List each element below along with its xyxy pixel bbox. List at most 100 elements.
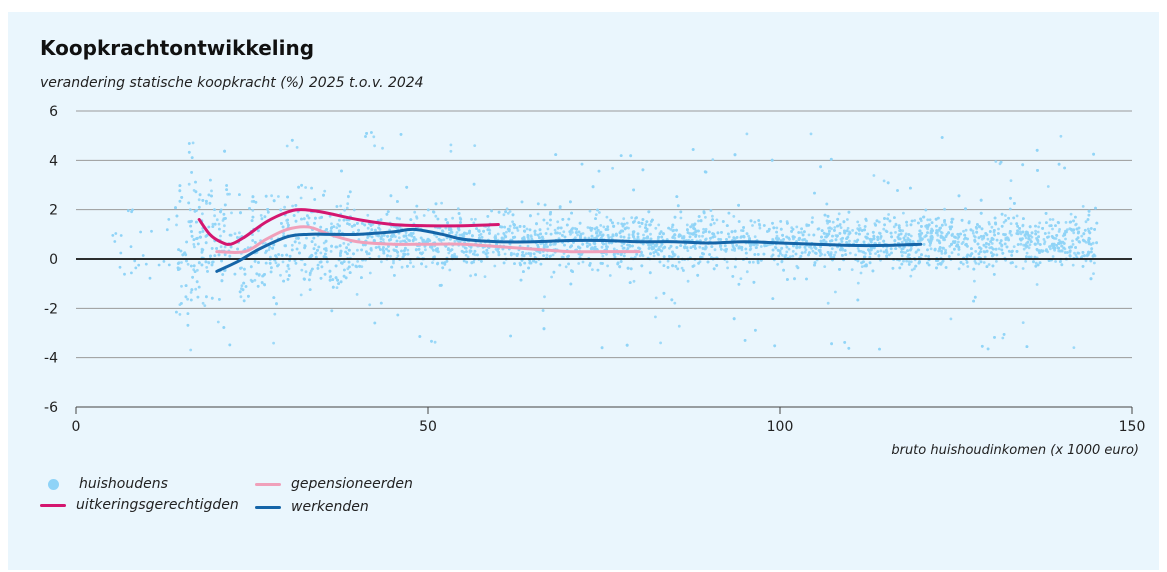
scatter-point — [1048, 218, 1052, 221]
scatter-point — [936, 233, 940, 237]
scatter-point — [465, 260, 469, 264]
scatter-point — [957, 235, 961, 239]
scatter-point — [258, 273, 261, 276]
scatter-point — [1016, 229, 1019, 233]
scatter-point — [944, 223, 948, 227]
scatter-point — [638, 254, 642, 258]
scatter-point — [1019, 242, 1023, 246]
scatter-point — [819, 245, 822, 249]
scatter-point — [944, 235, 948, 238]
scatter-point — [741, 229, 745, 233]
scatter-point — [207, 261, 211, 265]
scatter-point — [1086, 218, 1090, 221]
scatter-point — [924, 208, 928, 212]
scatter-point — [847, 346, 851, 350]
scatter-point — [251, 215, 255, 219]
scatter-point — [1016, 243, 1020, 246]
scatter-point — [434, 202, 438, 206]
scatter-point — [793, 277, 796, 281]
scatter-point — [409, 232, 413, 235]
x-tick-label-3: 150 — [1119, 419, 1146, 435]
scatter-point — [670, 298, 674, 302]
scatter-point — [313, 243, 317, 247]
scatter-point — [269, 255, 272, 259]
scatter-point — [233, 272, 237, 276]
scatter-point — [987, 263, 991, 266]
scatter-point — [1034, 264, 1038, 268]
scatter-point — [857, 249, 861, 253]
scatter-point — [236, 236, 239, 239]
scatter-point — [731, 243, 734, 246]
scatter-point — [905, 220, 908, 224]
scatter-point — [357, 238, 361, 241]
scatter-point — [798, 245, 802, 249]
scatter-point — [805, 277, 808, 281]
scatter-point — [175, 214, 179, 218]
scatter-point — [727, 211, 731, 215]
y-tick-label-2: 2 — [49, 203, 58, 219]
scatter-point — [721, 220, 725, 223]
scatter-point — [897, 233, 901, 237]
scatter-point — [659, 244, 663, 248]
scatter-point — [382, 246, 385, 249]
scatter-point — [774, 237, 778, 240]
scatter-point — [813, 263, 816, 267]
scatter-point — [612, 247, 616, 251]
scatter-point — [1034, 224, 1037, 228]
scatter-point — [215, 218, 219, 222]
scatter-point — [673, 236, 677, 240]
scatter-point — [828, 229, 831, 233]
scatter-point — [223, 253, 227, 257]
scatter-point — [995, 253, 999, 257]
scatter-point — [887, 253, 891, 257]
scatter-point — [646, 235, 649, 239]
scatter-point — [201, 199, 205, 202]
scatter-point — [198, 230, 202, 234]
scatter-point — [800, 251, 804, 255]
scatter-point — [733, 265, 737, 269]
scatter-point — [542, 327, 546, 331]
scatter-point — [833, 226, 837, 229]
scatter-point — [604, 242, 608, 246]
scatter-point — [733, 229, 737, 233]
scatter-point — [756, 253, 760, 256]
scatter-point — [317, 245, 321, 249]
scatter-point — [753, 235, 757, 239]
scatter-point — [751, 224, 754, 227]
scatter-point — [543, 295, 546, 299]
scatter-point — [1038, 243, 1042, 246]
scatter-point — [201, 301, 205, 305]
scatter-point — [574, 236, 577, 240]
scatter-point — [1086, 227, 1090, 231]
scatter-point — [1094, 206, 1097, 210]
scatter-point — [825, 219, 829, 223]
scatter-point — [323, 189, 327, 193]
scatter-point — [381, 238, 385, 242]
scatter-point — [1010, 233, 1013, 237]
scatter-point — [513, 262, 516, 265]
scatter-point — [980, 237, 984, 241]
scatter-point — [1044, 249, 1048, 252]
scatter-point — [993, 233, 996, 237]
scatter-huishoudens — [111, 131, 1099, 352]
scatter-point — [367, 252, 371, 256]
scatter-point — [947, 231, 950, 235]
scatter-point — [606, 225, 610, 229]
scatter-point — [298, 251, 301, 255]
scatter-point — [732, 215, 736, 218]
scatter-point — [626, 243, 630, 247]
scatter-point — [987, 243, 991, 246]
scatter-point — [732, 317, 736, 321]
scatter-point — [192, 268, 196, 271]
scatter-point — [176, 262, 180, 265]
scatter-point — [449, 149, 453, 153]
scatter-point — [916, 239, 920, 243]
scatter-point — [940, 252, 944, 255]
scatter-point — [775, 230, 778, 234]
scatter-point — [686, 231, 690, 235]
scatter-point — [381, 146, 384, 150]
scatter-point — [197, 285, 201, 289]
scatter-point — [591, 268, 594, 271]
scatter-point — [194, 287, 198, 291]
scatter-point — [786, 221, 789, 225]
